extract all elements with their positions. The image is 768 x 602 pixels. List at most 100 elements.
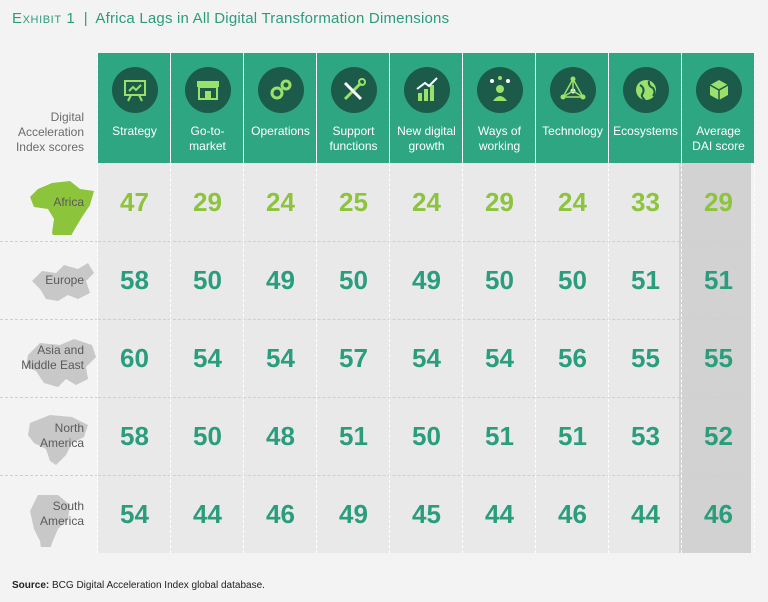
region-label: Europe [0,273,84,288]
value-cell: 53 [631,421,660,451]
average-column-background [679,163,751,553]
asia-map-icon [22,329,98,396]
value-cell: 50 [558,265,587,295]
north-america-map-icon [22,407,98,474]
value-cell: 52 [704,421,733,451]
value-cell: 44 [485,499,514,529]
value-cell: 48 [266,421,295,451]
column-header-label-line: Strategy [112,124,157,138]
column-header-label: Strategy [98,124,171,139]
title-text: Africa Lags in All Digital Transformatio… [95,10,450,27]
region-label: Asia and Middle East [0,343,84,373]
column-header-label: Operations [244,124,317,139]
column-header-label-line: Support [332,124,375,138]
value-cell: 29 [193,187,222,217]
value-cell: 56 [558,343,587,373]
value-cell: 58 [120,421,149,451]
europe-map-icon [22,251,98,318]
row-divider-left [0,241,98,242]
value-cell: 58 [120,265,149,295]
column-header-label-line: DAI score [692,139,745,153]
column-divider [754,53,755,553]
value-cell: 25 [339,187,368,217]
column-header-label: Go-to-market [171,124,244,154]
globe-icon [622,67,669,113]
value-cell: 49 [266,265,295,295]
value-cell: 50 [485,265,514,295]
source-label: Source: [12,580,50,591]
column-header-label-line: New digital [397,124,456,138]
tools-icon [330,67,377,113]
value-cell: 50 [193,265,222,295]
value-cell: 60 [120,343,149,373]
value-cell: 44 [193,499,222,529]
column-header: Support functions [317,53,390,163]
column-divider [243,53,244,553]
value-cell: 55 [631,343,660,373]
value-cell: 44 [631,499,660,529]
strategy-board-icon [111,67,158,113]
column-header-label-line: working [478,139,521,153]
value-cell: 51 [339,421,368,451]
region-label-line: America [39,514,84,528]
column-header-label: New digital growth [390,124,463,154]
column-header-label: Technology [536,124,609,139]
value-cell: 51 [631,265,660,295]
column-divider [389,53,390,553]
column-header-label-line: Ecosystems [613,124,678,138]
row-divider-left [0,475,98,476]
source-text: BCG Digital Acceleration Index global da… [52,580,265,591]
region-label: Africa [0,195,84,210]
value-cell: 24 [266,187,295,217]
region-label-line: North [54,421,84,435]
region-label-line: South [52,499,84,513]
gears-icon [257,67,304,113]
column-header: Go-to-market [171,53,244,163]
column-header-label-line: growth [408,139,445,153]
column-header-label: Average DAI score [682,124,755,154]
column-header-label-line: market [189,139,226,153]
value-cell: 50 [412,421,441,451]
value-cell: 54 [412,343,441,373]
value-cell: 57 [339,343,368,373]
value-cell: 54 [120,499,149,529]
column-divider [608,53,609,553]
column-divider [462,53,463,553]
value-cell: 24 [412,187,441,217]
chart-title: Exhibit 1 | Africa Lags in All Digital T… [12,10,449,27]
column-header: Technology [536,53,609,163]
column-header: Operations [244,53,317,163]
column-header-label-line: Average [696,124,741,138]
value-cell: 46 [266,499,295,529]
row-header-label: Digital Acceleration Index scores [0,110,84,155]
value-cell: 51 [485,421,514,451]
column-header-label-line: Go-to- [190,124,225,138]
africa-map-icon [22,173,98,245]
value-cell: 46 [558,499,587,529]
column-divider [97,53,98,553]
value-cell: 55 [704,343,733,373]
value-cell: 51 [558,421,587,451]
column-header-label: Support functions [317,124,390,154]
value-cell: 49 [412,265,441,295]
column-divider [170,53,171,553]
column-divider [535,53,536,553]
column-header-label-line: functions [329,139,378,153]
value-cell: 54 [266,343,295,373]
value-cell: 46 [704,499,733,529]
value-cell: 49 [339,499,368,529]
row-header-line: Digital [50,110,84,124]
row-divider [98,397,750,398]
column-header: Average DAI score [682,53,755,163]
region-label: South America [0,499,84,529]
south-america-map-icon [22,485,98,557]
source-note: Source: BCG Digital Acceleration Index g… [12,580,265,591]
value-cell: 54 [485,343,514,373]
column-header-label: Ecosystems [609,124,682,139]
region-label-line: Middle East [21,358,84,372]
column-header-label-line: Operations [251,124,310,138]
column-divider [316,53,317,553]
network-icon [549,67,596,113]
value-cell: 29 [704,187,733,217]
column-header-label: Ways of working [463,124,536,154]
